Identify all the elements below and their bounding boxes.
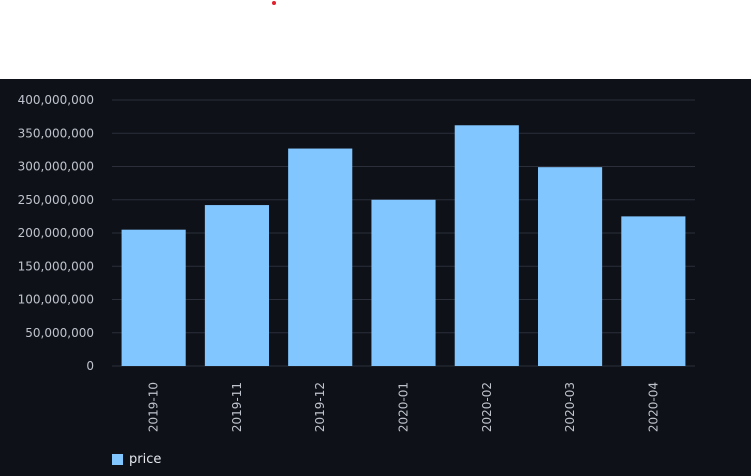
legend[interactable]: price [112, 452, 161, 467]
y-tick-label: 200,000,000 [18, 226, 94, 240]
y-tick-label: 350,000,000 [18, 126, 94, 140]
bars [121, 125, 686, 367]
top-strip [0, 0, 751, 79]
bar-2019-11[interactable] [204, 205, 269, 366]
y-tick-label: 50,000,000 [25, 326, 94, 340]
x-tick-label: 2020-02 [480, 382, 494, 432]
bar-2020-04[interactable] [621, 216, 686, 366]
red-dot-marker [272, 1, 276, 5]
y-tick-label: 150,000,000 [18, 259, 94, 273]
y-tick-label: 250,000,000 [18, 193, 94, 207]
legend-swatch [112, 454, 123, 465]
bar-2020-02[interactable] [454, 125, 519, 367]
x-axis-tick-labels: 2019-10 2019-11 2019-12 2020-01 2020-02 2020-… [147, 382, 661, 432]
bar-2019-10[interactable] [121, 229, 186, 366]
legend-label-price: price [129, 452, 162, 467]
bar-2019-12[interactable] [288, 148, 353, 366]
y-tick-label: 400,000,000 [18, 93, 94, 107]
x-tick-label: 2019-12 [313, 382, 327, 432]
y-tick-label: 0 [86, 359, 94, 373]
x-tick-label: 2019-10 [147, 382, 161, 432]
x-tick-label: 2020-04 [646, 382, 660, 432]
x-tick-label: 2020-01 [397, 382, 411, 432]
x-tick-label: 2020-03 [563, 382, 577, 432]
bar-2020-01[interactable] [371, 199, 436, 366]
y-tick-label: 300,000,000 [18, 160, 94, 174]
x-tick-label: 2019-11 [230, 382, 244, 432]
bar-2020-03[interactable] [538, 167, 603, 366]
y-axis-tick-labels: 0 50,000,000 100,000,000 150,000,000 200,000… [18, 93, 94, 373]
y-tick-label: 100,000,000 [18, 293, 94, 307]
